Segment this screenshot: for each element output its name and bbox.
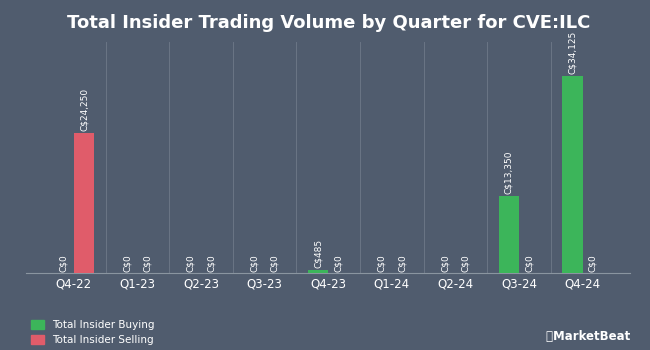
Text: C$0: C$0 — [187, 254, 196, 272]
Text: C$0: C$0 — [334, 254, 343, 272]
Text: C$0: C$0 — [143, 254, 152, 272]
Text: ⼋​MarketBeat: ⼋​MarketBeat — [546, 330, 630, 343]
Text: C$0: C$0 — [250, 254, 259, 272]
Title: Total Insider Trading Volume by Quarter for CVE:ILC: Total Insider Trading Volume by Quarter … — [66, 14, 590, 32]
Text: C$0: C$0 — [588, 254, 597, 272]
Text: C$0: C$0 — [59, 254, 68, 272]
Text: C$0: C$0 — [207, 254, 216, 272]
Text: C$0: C$0 — [441, 254, 450, 272]
Text: C$34,125: C$34,125 — [568, 31, 577, 74]
Text: C$0: C$0 — [461, 254, 470, 272]
Text: C$24,250: C$24,250 — [79, 88, 88, 131]
Text: C$0: C$0 — [377, 254, 386, 272]
Bar — [499, 196, 519, 273]
Text: C$0: C$0 — [525, 254, 534, 272]
Bar — [562, 76, 582, 273]
Bar — [74, 133, 94, 273]
Text: C$0: C$0 — [123, 254, 132, 272]
Text: C$0: C$0 — [270, 254, 280, 272]
Text: C$13,350: C$13,350 — [504, 150, 514, 194]
Legend: Total Insider Buying, Total Insider Selling: Total Insider Buying, Total Insider Sell… — [31, 320, 155, 345]
Text: C$0: C$0 — [398, 254, 406, 272]
Bar — [308, 270, 328, 273]
Text: C$485: C$485 — [313, 239, 322, 268]
